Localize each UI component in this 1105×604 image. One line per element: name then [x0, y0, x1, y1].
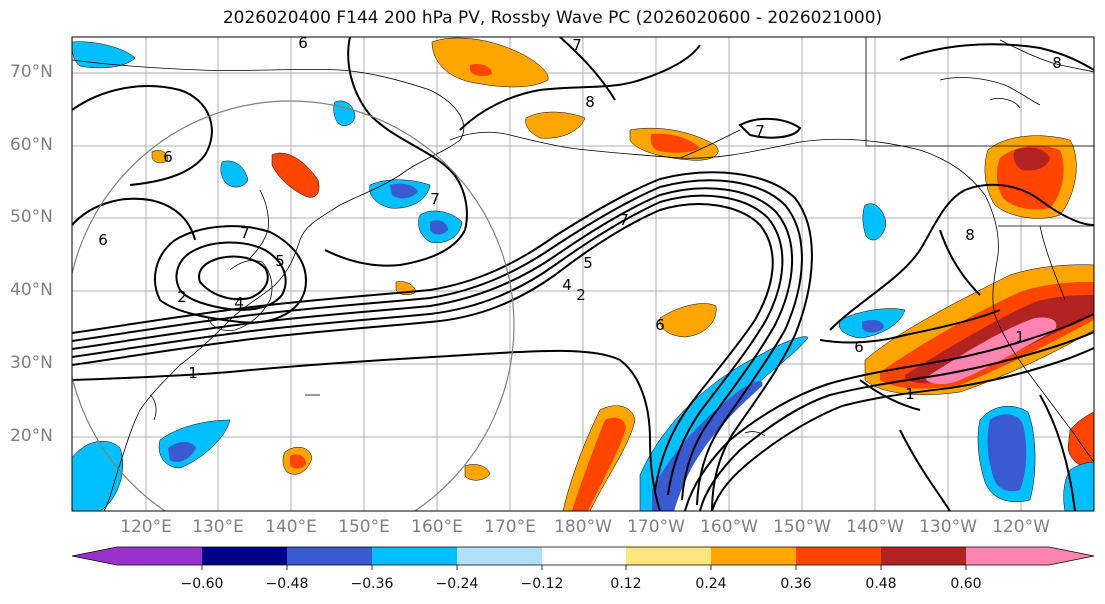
- lat-label: 30°N: [10, 353, 53, 373]
- colorbar-bin: [287, 547, 372, 565]
- map-title: 2026020400 F144 200 hPa PV, Rossby Wave …: [222, 8, 883, 28]
- lon-label: 140°E: [265, 517, 317, 537]
- map-frame: [71, 36, 1095, 512]
- contour-label: 5: [275, 252, 285, 270]
- colorbar-bin: [457, 547, 542, 565]
- contour-label: 7: [430, 190, 440, 208]
- contour-label: 8: [1052, 54, 1062, 72]
- colorbar-bin: [796, 547, 881, 565]
- pv-contours: [72, 37, 1094, 511]
- contour-label: 4: [562, 276, 572, 294]
- rossby-wave-circle: [72, 100, 515, 511]
- colorbar-bin: [626, 547, 711, 565]
- lat-label: 70°N: [10, 62, 53, 82]
- colorbar-tick-label: −0.12: [520, 576, 564, 592]
- contour-label: 6: [298, 34, 308, 52]
- colorbar-under-triangle: [72, 547, 117, 565]
- coastlines: [72, 37, 1094, 511]
- colorbar: [71, 546, 1095, 570]
- lon-label: 150°W: [773, 517, 831, 537]
- lat-label: 60°N: [10, 135, 53, 155]
- contour-labels: 6 7 8 8 7 7 6 4 5 7 2 1 8 7 5 4 2 6 1 6 …: [98, 34, 1062, 403]
- contour-label: 1: [1015, 328, 1025, 346]
- contour-label: 1: [905, 385, 915, 403]
- lon-label: 170°W: [627, 517, 685, 537]
- colorbar-bin: [711, 547, 796, 565]
- contour-label: 8: [965, 226, 975, 244]
- colorbar-tick-label: −0.48: [265, 576, 309, 592]
- lon-label: 150°E: [338, 517, 390, 537]
- lat-label: 40°N: [10, 280, 53, 300]
- contour-label: 2: [576, 286, 586, 304]
- map-plot-area: 6 7 8 8 7 7 6 4 5 7 2 1 8 7 5 4 2 6 1 6 …: [72, 34, 1094, 511]
- contour-label: 2: [177, 288, 187, 306]
- contour-label: 7: [619, 211, 629, 229]
- lon-label: 120°E: [120, 517, 172, 537]
- contour-label: 8: [585, 93, 595, 111]
- lon-label: 170°E: [484, 517, 536, 537]
- lat-label: 20°N: [10, 426, 53, 446]
- lon-label: 120°W: [992, 517, 1050, 537]
- contour-label: 4: [234, 294, 244, 312]
- colorbar-tick-label: 0.60: [950, 576, 982, 592]
- contour-label: 7: [572, 36, 582, 54]
- colorbar-bin: [542, 547, 626, 565]
- colorbar-bin: [117, 547, 202, 565]
- colorbar-tick-label: 0.12: [610, 576, 642, 592]
- contour-label: 6: [98, 231, 108, 249]
- colorbar-bin: [372, 547, 457, 565]
- contour-label: 7: [240, 224, 250, 242]
- colorbar-outline: [71, 546, 1095, 566]
- colorbar-tick-label: −0.36: [350, 576, 394, 592]
- contour-label: 1: [188, 364, 198, 382]
- colorbar-bin: [202, 547, 287, 565]
- contour-label: 6: [655, 316, 665, 334]
- colorbar-bin: [966, 547, 1049, 565]
- colorbar-ticks: [201, 565, 967, 570]
- colorbar-tick-label: 0.24: [695, 576, 727, 592]
- lon-label: 130°W: [919, 517, 977, 537]
- colorbar-tick-label: −0.60: [180, 576, 224, 592]
- lon-label: 180°W: [554, 517, 612, 537]
- lon-label: 160°E: [411, 517, 463, 537]
- colorbar-bin: [881, 547, 966, 565]
- lon-label: 140°W: [846, 517, 904, 537]
- lat-label: 50°N: [10, 207, 53, 227]
- contour-label: 6: [854, 338, 864, 356]
- contour-label: 5: [583, 254, 593, 272]
- colorbar-tick-label: −0.24: [435, 576, 479, 592]
- colorbar-over-triangle: [1049, 547, 1094, 565]
- contour-label: 7: [755, 122, 765, 140]
- contour-label: 6: [163, 148, 173, 166]
- colorbar-tick-label: 0.48: [865, 576, 897, 592]
- colorbar-tick-label: 0.36: [780, 576, 812, 592]
- lon-label: 160°W: [700, 517, 758, 537]
- lon-label: 130°E: [192, 517, 244, 537]
